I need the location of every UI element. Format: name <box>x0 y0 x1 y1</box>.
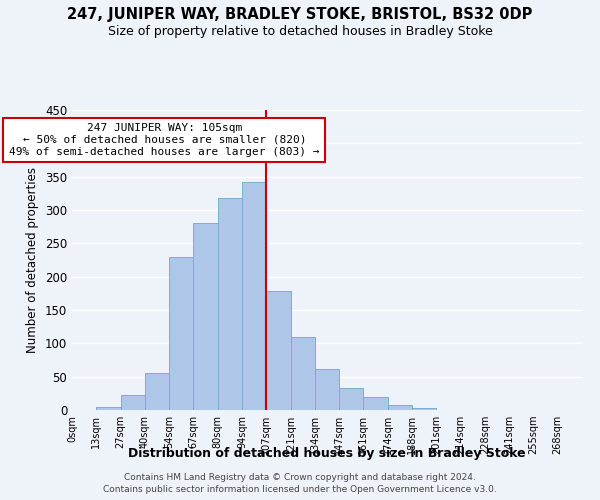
Text: Distribution of detached houses by size in Bradley Stoke: Distribution of detached houses by size … <box>128 448 526 460</box>
Bar <box>412 408 436 410</box>
Bar <box>290 336 315 410</box>
Bar <box>339 388 364 410</box>
Bar <box>218 198 242 410</box>
Bar <box>315 368 339 410</box>
Bar <box>364 396 388 410</box>
Bar <box>388 404 412 410</box>
Bar <box>266 292 290 410</box>
Bar <box>193 224 218 410</box>
Bar <box>169 256 193 410</box>
Bar <box>242 182 266 410</box>
Text: Contains public sector information licensed under the Open Government Licence v3: Contains public sector information licen… <box>103 485 497 494</box>
Text: Size of property relative to detached houses in Bradley Stoke: Size of property relative to detached ho… <box>107 25 493 38</box>
Text: 247 JUNIPER WAY: 105sqm
← 50% of detached houses are smaller (820)
49% of semi-d: 247 JUNIPER WAY: 105sqm ← 50% of detache… <box>9 124 320 156</box>
Bar <box>121 396 145 410</box>
Y-axis label: Number of detached properties: Number of detached properties <box>26 167 40 353</box>
Bar <box>145 374 169 410</box>
Bar <box>96 406 121 410</box>
Text: 247, JUNIPER WAY, BRADLEY STOKE, BRISTOL, BS32 0DP: 247, JUNIPER WAY, BRADLEY STOKE, BRISTOL… <box>67 8 533 22</box>
Text: Contains HM Land Registry data © Crown copyright and database right 2024.: Contains HM Land Registry data © Crown c… <box>124 472 476 482</box>
